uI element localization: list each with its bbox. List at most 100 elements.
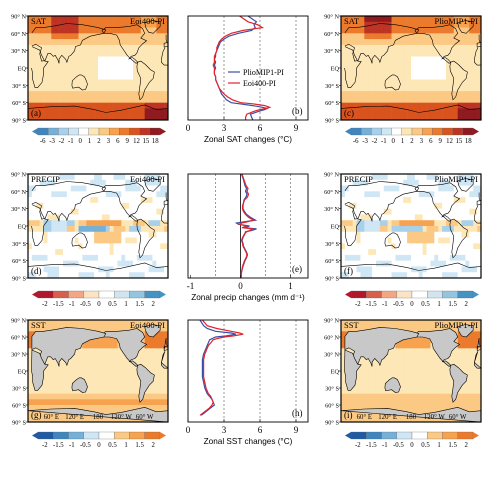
heatmap-cell: [55, 185, 60, 192]
heatmap-cell: [391, 226, 396, 233]
heatmap-cell: [391, 79, 396, 86]
colorbar-min-arrow: [32, 128, 38, 135]
colorbar-swatch: [457, 431, 474, 440]
heatmap-cell: [140, 174, 145, 181]
heatmap-cell: [113, 197, 118, 204]
heatmap-cell: [90, 68, 95, 75]
heatmap-cell: [98, 33, 103, 40]
heatmap-cell: [156, 266, 161, 273]
heatmap-cell: [344, 226, 350, 233]
heatmap-cell: [411, 68, 416, 75]
heatmap-cell: [446, 399, 451, 406]
heatmap-cell: [391, 50, 396, 57]
heatmap-cell: [426, 179, 431, 186]
heatmap-cell: [372, 85, 377, 92]
heatmap-cell: [39, 226, 44, 233]
heatmap-cell: [387, 16, 392, 23]
heatmap-cell: [473, 102, 478, 109]
heatmap-cell: [414, 237, 420, 244]
heatmap-cell: [360, 249, 365, 256]
heatmap-cell: [341, 249, 346, 256]
heatmap-cell: [426, 237, 431, 244]
heatmap-cell: [152, 214, 157, 221]
heatmap-cell: [372, 208, 377, 215]
heatmap-cell: [477, 371, 482, 377]
heatmap-cell: [113, 191, 118, 198]
heatmap-cell: [395, 202, 400, 209]
heatmap-cell: [414, 27, 420, 34]
heatmap-cell: [39, 260, 44, 267]
heatmap-cell: [82, 254, 87, 261]
heatmap-cell: [94, 260, 99, 267]
heatmap-cell: [387, 388, 392, 394]
heatmap-cell: [418, 220, 423, 227]
heatmap-cell: [86, 102, 91, 109]
heatmap-cell: [140, 354, 145, 360]
heatmap-cell: [387, 114, 392, 121]
lat-tick-label: 60° N: [324, 189, 339, 196]
heatmap-cell: [82, 260, 87, 267]
heatmap-cell: [434, 226, 439, 233]
heatmap-cell: [426, 185, 431, 192]
heatmap-cell: [379, 185, 385, 192]
heatmap-cell: [391, 393, 396, 400]
heatmap-cell: [63, 50, 68, 57]
heatmap-cell: [82, 393, 87, 400]
heatmap-cell: [438, 376, 443, 383]
heatmap-cell: [156, 56, 161, 63]
heatmap-cell: [70, 108, 75, 115]
heatmap-cell: [156, 359, 161, 366]
heatmap-cell: [160, 96, 165, 103]
heatmap-cell: [148, 44, 153, 51]
heatmap-cell: [446, 91, 451, 98]
heatmap-cell: [442, 399, 447, 406]
heatmap-cell: [117, 185, 122, 192]
heatmap-cell: [39, 62, 44, 69]
heatmap-cell: [31, 325, 37, 332]
colorbar-tick-label: -1: [68, 138, 74, 145]
heatmap-cell: [105, 320, 110, 326]
heatmap-cell: [109, 62, 114, 69]
heatmap-cell: [74, 179, 79, 186]
heatmap-cell: [442, 50, 447, 57]
heatmap-cell: [43, 68, 48, 75]
heatmap-cell: [422, 16, 427, 23]
heatmap-cell: [94, 231, 99, 238]
heatmap-cell: [434, 365, 439, 372]
heatmap-cell: [160, 325, 165, 332]
heatmap-cell: [348, 202, 353, 209]
colorbar-tick-label: 15: [456, 138, 463, 145]
heatmap-cell: [364, 243, 369, 250]
heatmap-cell: [387, 416, 392, 423]
lon-tick-label: 60° E: [44, 414, 59, 421]
heatmap-cell: [414, 85, 420, 92]
colorbar-max-arrow: [160, 432, 166, 439]
heatmap-cell: [344, 388, 350, 394]
colorbar-min-arrow: [345, 291, 351, 298]
heatmap-cell: [55, 102, 60, 109]
heatmap-cell: [446, 208, 451, 215]
heatmap-cell: [148, 21, 153, 28]
heatmap-cell: [356, 325, 361, 332]
heatmap-cell: [344, 249, 350, 256]
heatmap-cell: [105, 266, 110, 273]
heatmap-cell: [449, 399, 455, 406]
heatmap-cell: [66, 91, 72, 98]
heatmap-cell: [391, 214, 396, 221]
heatmap-cell: [63, 79, 68, 86]
heatmap-cell: [160, 174, 165, 181]
heatmap-cell: [434, 27, 439, 34]
heatmap-cell: [364, 266, 369, 273]
lat-tick-label: 60° S: [325, 100, 339, 107]
heatmap-cell: [407, 174, 412, 181]
heatmap-cell: [90, 56, 95, 63]
heatmap-cell: [105, 388, 110, 394]
heatmap-cell: [140, 16, 145, 23]
heatmap-cell: [144, 331, 149, 338]
heatmap-cell: [376, 114, 381, 121]
heatmap-cell: [31, 39, 37, 46]
heatmap-cell: [379, 405, 385, 411]
heatmap-cell: [47, 191, 52, 198]
heatmap-cell: [86, 260, 91, 267]
